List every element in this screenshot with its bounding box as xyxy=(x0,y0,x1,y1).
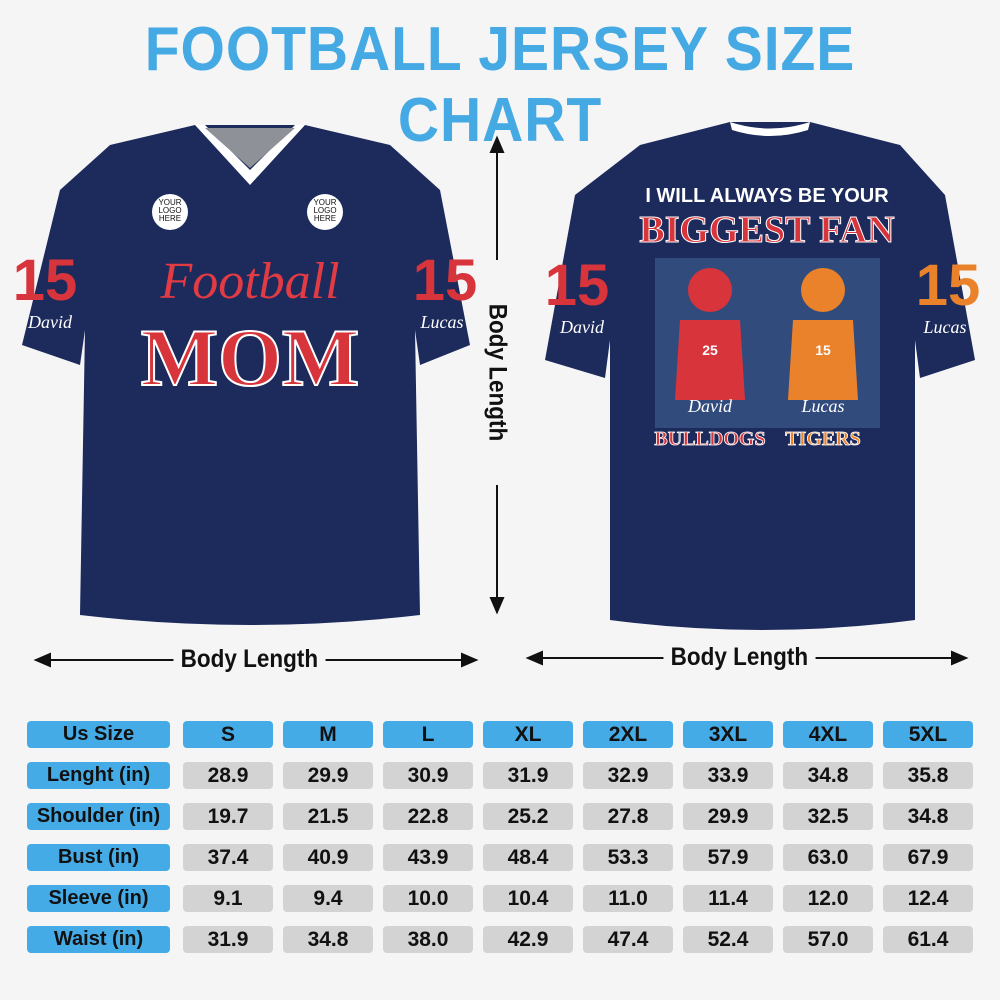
value-cell: 29.9 xyxy=(283,762,373,789)
row-label-cell: Waist (in) xyxy=(27,926,170,953)
value-cell: 47.4 xyxy=(583,926,673,953)
value-cell: 32.9 xyxy=(583,762,673,789)
value-cell: 57.0 xyxy=(783,926,873,953)
value-cell: 12.4 xyxy=(883,885,973,912)
back-line1: I WILL ALWAYS BE YOUR xyxy=(645,185,889,207)
back-horizontal-measure-label: Body Length xyxy=(663,643,816,672)
value-cell: 61.4 xyxy=(883,926,973,953)
football-script-text: Football xyxy=(159,253,339,310)
page-title: FOOTBALL JERSEY SIZE CHART xyxy=(144,15,856,155)
value-cell: 33.9 xyxy=(683,762,773,789)
value-cell: 9.1 xyxy=(183,885,273,912)
back-line2: BIGGEST FAN xyxy=(639,209,894,251)
value-cell: 67.9 xyxy=(883,844,973,871)
value-cell: 21.5 xyxy=(283,803,373,830)
value-cell: 34.8 xyxy=(283,926,373,953)
vertical-measure-label: Body Length xyxy=(482,260,512,485)
value-cell: 12.0 xyxy=(783,885,873,912)
back-right-sleeve-number: 15 xyxy=(916,253,981,318)
value-cell: 11.0 xyxy=(583,885,673,912)
value-cell: 34.8 xyxy=(783,762,873,789)
value-cell: 32.5 xyxy=(783,803,873,830)
value-cell: 27.8 xyxy=(583,803,673,830)
value-cell: 10.0 xyxy=(383,885,473,912)
row-label-cell: Shoulder (in) xyxy=(27,803,170,830)
value-cell: 40.9 xyxy=(283,844,373,871)
right-sleeve-number: 15 xyxy=(413,248,478,313)
mom-text: MOM xyxy=(141,312,360,403)
player2-name: Lucas xyxy=(800,396,844,416)
front-horizontal-measure-label: Body Length xyxy=(173,645,326,674)
left-sleeve-name: David xyxy=(27,312,73,332)
size-header-cell: 4XL xyxy=(783,721,873,748)
value-cell: 11.4 xyxy=(683,885,773,912)
value-cell: 57.9 xyxy=(683,844,773,871)
back-left-sleeve-number: 15 xyxy=(545,253,610,318)
size-header-cell: 3XL xyxy=(683,721,773,748)
value-cell: 10.4 xyxy=(483,885,573,912)
value-cell: 29.9 xyxy=(683,803,773,830)
size-header-cell: XL xyxy=(483,721,573,748)
value-cell: 53.3 xyxy=(583,844,673,871)
player1-name: David xyxy=(687,396,733,416)
table-header-label: Us Size xyxy=(27,721,170,748)
value-cell: 28.9 xyxy=(183,762,273,789)
player2-number: 15 xyxy=(815,342,831,358)
row-label-cell: Sleeve (in) xyxy=(27,885,170,912)
size-header-cell: 2XL xyxy=(583,721,673,748)
value-cell: 63.0 xyxy=(783,844,873,871)
player2-team: TIGERS xyxy=(785,428,861,450)
size-header-cell: M xyxy=(283,721,373,748)
row-label-cell: Bust (in) xyxy=(27,844,170,871)
right-sleeve-name: Lucas xyxy=(419,312,463,332)
left-sleeve-number: 15 xyxy=(13,248,78,313)
value-cell: 34.8 xyxy=(883,803,973,830)
value-cell: 43.9 xyxy=(383,844,473,871)
value-cell: 38.0 xyxy=(383,926,473,953)
value-cell: 22.8 xyxy=(383,803,473,830)
value-cell: 35.8 xyxy=(883,762,973,789)
value-cell: 37.4 xyxy=(183,844,273,871)
back-left-sleeve-name: David xyxy=(559,317,605,337)
player1-team: BULLDOGS xyxy=(654,428,765,450)
value-cell: 19.7 xyxy=(183,803,273,830)
logo-placeholder-left: YOUR LOGO HERE xyxy=(158,198,181,223)
value-cell: 31.9 xyxy=(183,926,273,953)
value-cell: 30.9 xyxy=(383,762,473,789)
value-cell: 48.4 xyxy=(483,844,573,871)
value-cell: 31.9 xyxy=(483,762,573,789)
value-cell: 25.2 xyxy=(483,803,573,830)
value-cell: 42.9 xyxy=(483,926,573,953)
size-header-cell: 5XL xyxy=(883,721,973,748)
logo-placeholder-right: YOUR LOGO HERE xyxy=(313,198,336,223)
value-cell: 52.4 xyxy=(683,926,773,953)
size-header-cell: S xyxy=(183,721,273,748)
back-right-sleeve-name: Lucas xyxy=(922,317,966,337)
value-cell: 9.4 xyxy=(283,885,373,912)
player1-number: 25 xyxy=(702,342,718,358)
row-label-cell: Lenght (in) xyxy=(27,762,170,789)
size-header-cell: L xyxy=(383,721,473,748)
